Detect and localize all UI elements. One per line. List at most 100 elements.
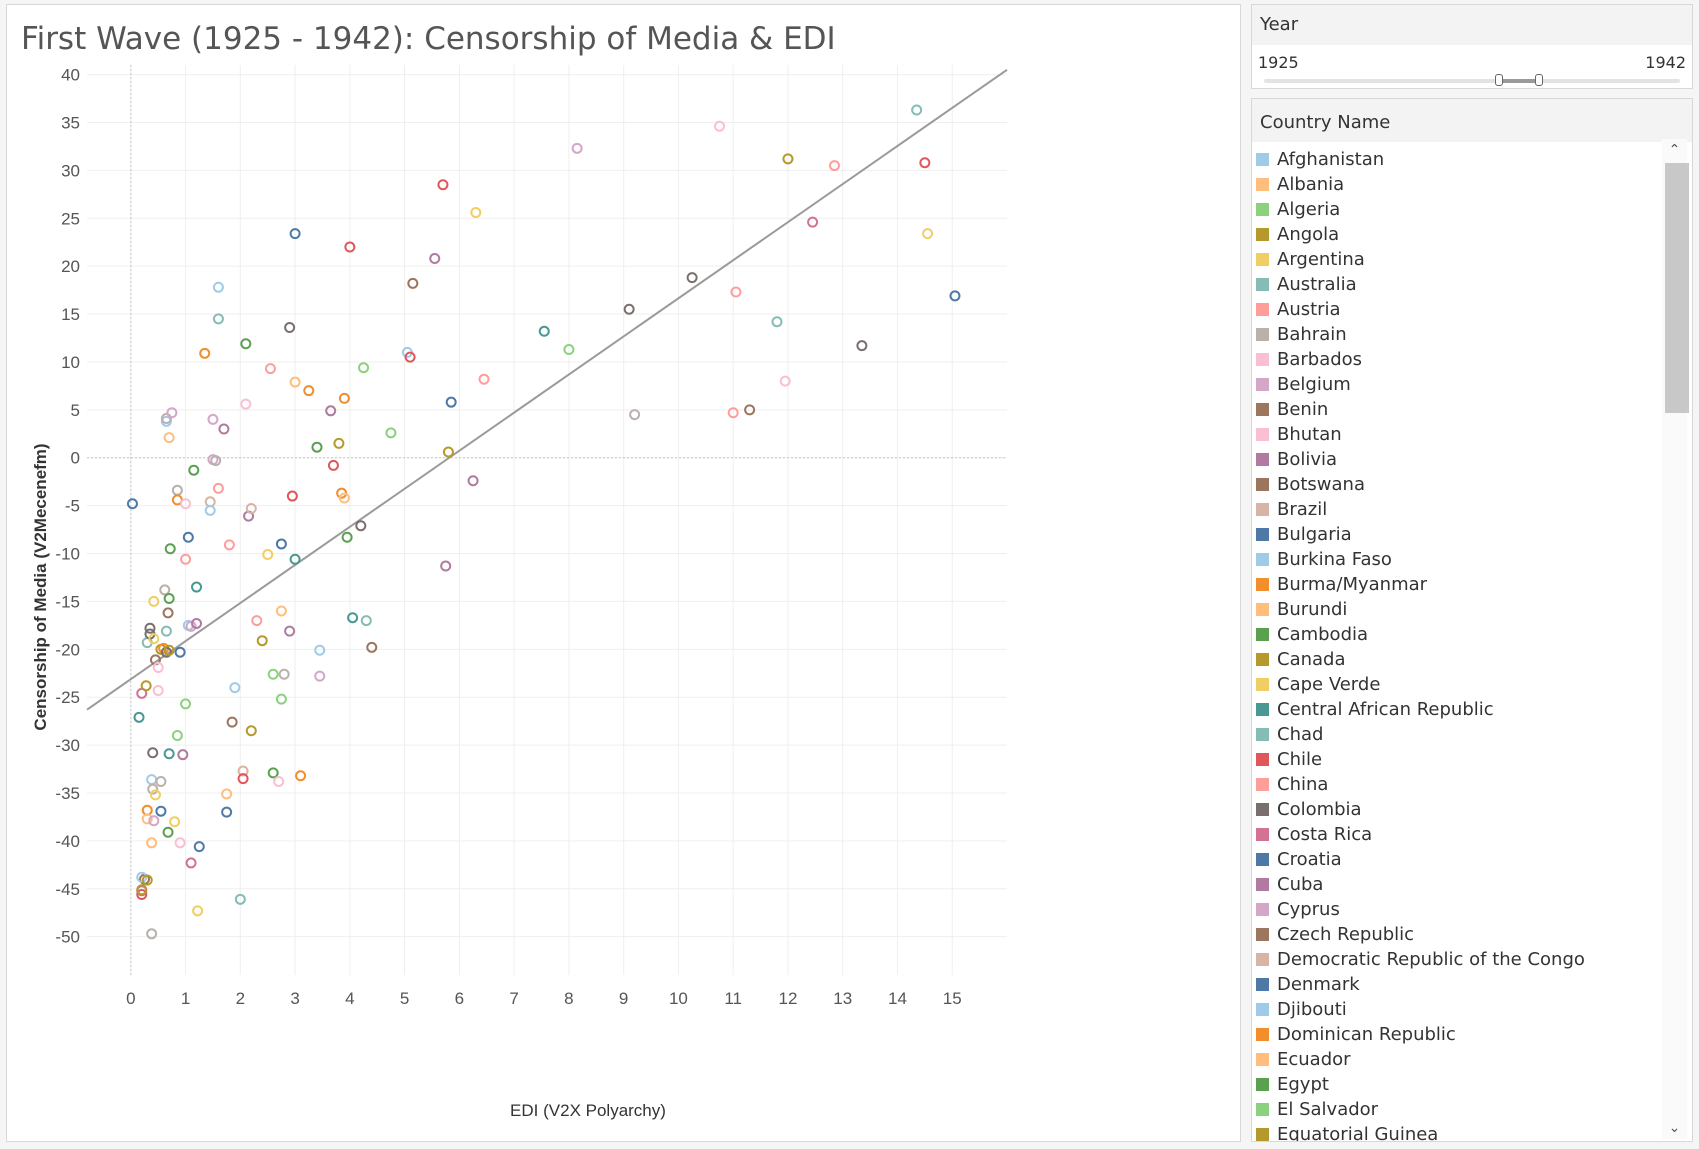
data-point[interactable]	[191, 581, 203, 593]
data-point[interactable]	[136, 884, 148, 896]
data-point[interactable]	[234, 893, 246, 905]
data-point[interactable]	[180, 698, 192, 710]
legend-item[interactable]: Cambodia	[1252, 622, 1662, 647]
legend-item[interactable]: Central African Republic	[1252, 697, 1662, 722]
legend-item[interactable]: Algeria	[1252, 197, 1662, 222]
data-point[interactable]	[152, 685, 164, 697]
data-point[interactable]	[314, 670, 326, 682]
data-point[interactable]	[163, 644, 175, 656]
legend-item[interactable]: Costa Rica	[1252, 822, 1662, 847]
data-point[interactable]	[714, 120, 725, 132]
data-point[interactable]	[744, 404, 756, 416]
data-point[interactable]	[445, 396, 457, 408]
data-point[interactable]	[163, 593, 175, 605]
legend-item[interactable]: Czech Republic	[1252, 922, 1662, 947]
data-point[interactable]	[273, 776, 285, 788]
data-point[interactable]	[159, 584, 171, 596]
data-point[interactable]	[289, 553, 301, 565]
legend-item[interactable]: Chad	[1252, 722, 1662, 747]
data-point[interactable]	[218, 423, 230, 435]
data-point[interactable]	[286, 490, 298, 502]
data-point[interactable]	[171, 730, 183, 742]
data-point[interactable]	[366, 641, 378, 653]
data-point[interactable]	[174, 646, 186, 658]
data-point[interactable]	[188, 464, 200, 476]
data-point[interactable]	[240, 338, 252, 350]
legend-item[interactable]: Cyprus	[1252, 897, 1662, 922]
data-point[interactable]	[160, 625, 172, 637]
data-point[interactable]	[333, 437, 345, 449]
data-point[interactable]	[163, 432, 175, 444]
data-point[interactable]	[347, 612, 359, 624]
legend-item[interactable]: Dominican Republic	[1252, 1022, 1662, 1047]
legend-item[interactable]: Burma/Myanmar	[1252, 572, 1662, 597]
data-point[interactable]	[314, 644, 326, 656]
data-point[interactable]	[278, 668, 290, 680]
data-point[interactable]	[192, 905, 204, 917]
data-point[interactable]	[212, 482, 224, 494]
data-point[interactable]	[146, 837, 158, 849]
data-point[interactable]	[262, 548, 274, 560]
legend-item[interactable]: Brazil	[1252, 497, 1662, 522]
data-point[interactable]	[226, 716, 238, 728]
legend-item[interactable]: Chile	[1252, 747, 1662, 772]
data-point[interactable]	[829, 160, 840, 172]
legend-item[interactable]: Canada	[1252, 647, 1662, 672]
scroll-down-icon[interactable]: ⌄	[1668, 1120, 1681, 1136]
data-point[interactable]	[237, 773, 249, 785]
data-point[interactable]	[325, 405, 337, 417]
data-point[interactable]	[358, 362, 370, 374]
data-point[interactable]	[169, 816, 181, 828]
legend-item[interactable]: Cape Verde	[1252, 672, 1662, 697]
data-point[interactable]	[437, 179, 449, 191]
data-point[interactable]	[185, 620, 197, 632]
legend-item[interactable]: Angola	[1252, 222, 1662, 247]
legend-item[interactable]: El Salvador	[1252, 1097, 1662, 1122]
data-point[interactable]	[160, 412, 172, 424]
data-point[interactable]	[171, 484, 183, 496]
data-point[interactable]	[267, 668, 279, 680]
legend-item[interactable]: Burkina Faso	[1252, 547, 1662, 572]
data-point[interactable]	[193, 841, 205, 853]
legend-item[interactable]: Equatorial Guinea	[1252, 1122, 1662, 1141]
legend-item[interactable]: Democratic Republic of the Congo	[1252, 947, 1662, 972]
data-point[interactable]	[338, 392, 350, 404]
data-point[interactable]	[407, 277, 419, 289]
legend-item[interactable]: Bolivia	[1252, 447, 1662, 472]
data-point[interactable]	[223, 539, 235, 551]
data-point[interactable]	[133, 711, 145, 723]
legend-item[interactable]: Benin	[1252, 397, 1662, 422]
legend-item[interactable]: Bahrain	[1252, 322, 1662, 347]
data-point[interactable]	[911, 104, 923, 116]
data-point[interactable]	[144, 622, 156, 634]
data-point[interactable]	[267, 767, 279, 779]
legend-item[interactable]: Colombia	[1252, 797, 1662, 822]
legend-item[interactable]: Croatia	[1252, 847, 1662, 872]
data-point[interactable]	[147, 783, 159, 795]
data-point[interactable]	[221, 806, 233, 818]
data-point[interactable]	[212, 281, 224, 293]
data-point[interactable]	[275, 538, 287, 550]
legend-item[interactable]: Afghanistan	[1252, 147, 1662, 172]
data-point[interactable]	[136, 871, 148, 883]
data-point[interactable]	[303, 385, 315, 397]
data-point[interactable]	[256, 635, 268, 647]
year-start-handle[interactable]	[1495, 74, 1503, 86]
data-point[interactable]	[355, 520, 367, 532]
data-point[interactable]	[338, 492, 350, 504]
scroll-thumb[interactable]	[1665, 163, 1689, 413]
data-point[interactable]	[360, 615, 372, 627]
data-point[interactable]	[166, 407, 178, 419]
data-point[interactable]	[204, 504, 216, 516]
data-point[interactable]	[155, 805, 167, 817]
data-point[interactable]	[163, 748, 175, 760]
legend-item[interactable]: Botswana	[1252, 472, 1662, 497]
data-point[interactable]	[174, 837, 186, 849]
data-point[interactable]	[727, 407, 739, 419]
data-point[interactable]	[429, 252, 441, 264]
legend-item[interactable]: Argentina	[1252, 247, 1662, 272]
data-point[interactable]	[185, 857, 197, 869]
data-point[interactable]	[470, 207, 482, 219]
data-point[interactable]	[240, 398, 252, 410]
data-point[interactable]	[146, 928, 158, 940]
